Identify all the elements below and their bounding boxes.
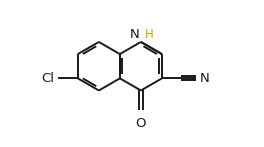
Text: H: H bbox=[145, 28, 154, 41]
Text: N: N bbox=[129, 28, 139, 41]
Text: O: O bbox=[136, 117, 146, 130]
Text: N: N bbox=[200, 72, 210, 85]
Text: Cl: Cl bbox=[41, 72, 54, 85]
